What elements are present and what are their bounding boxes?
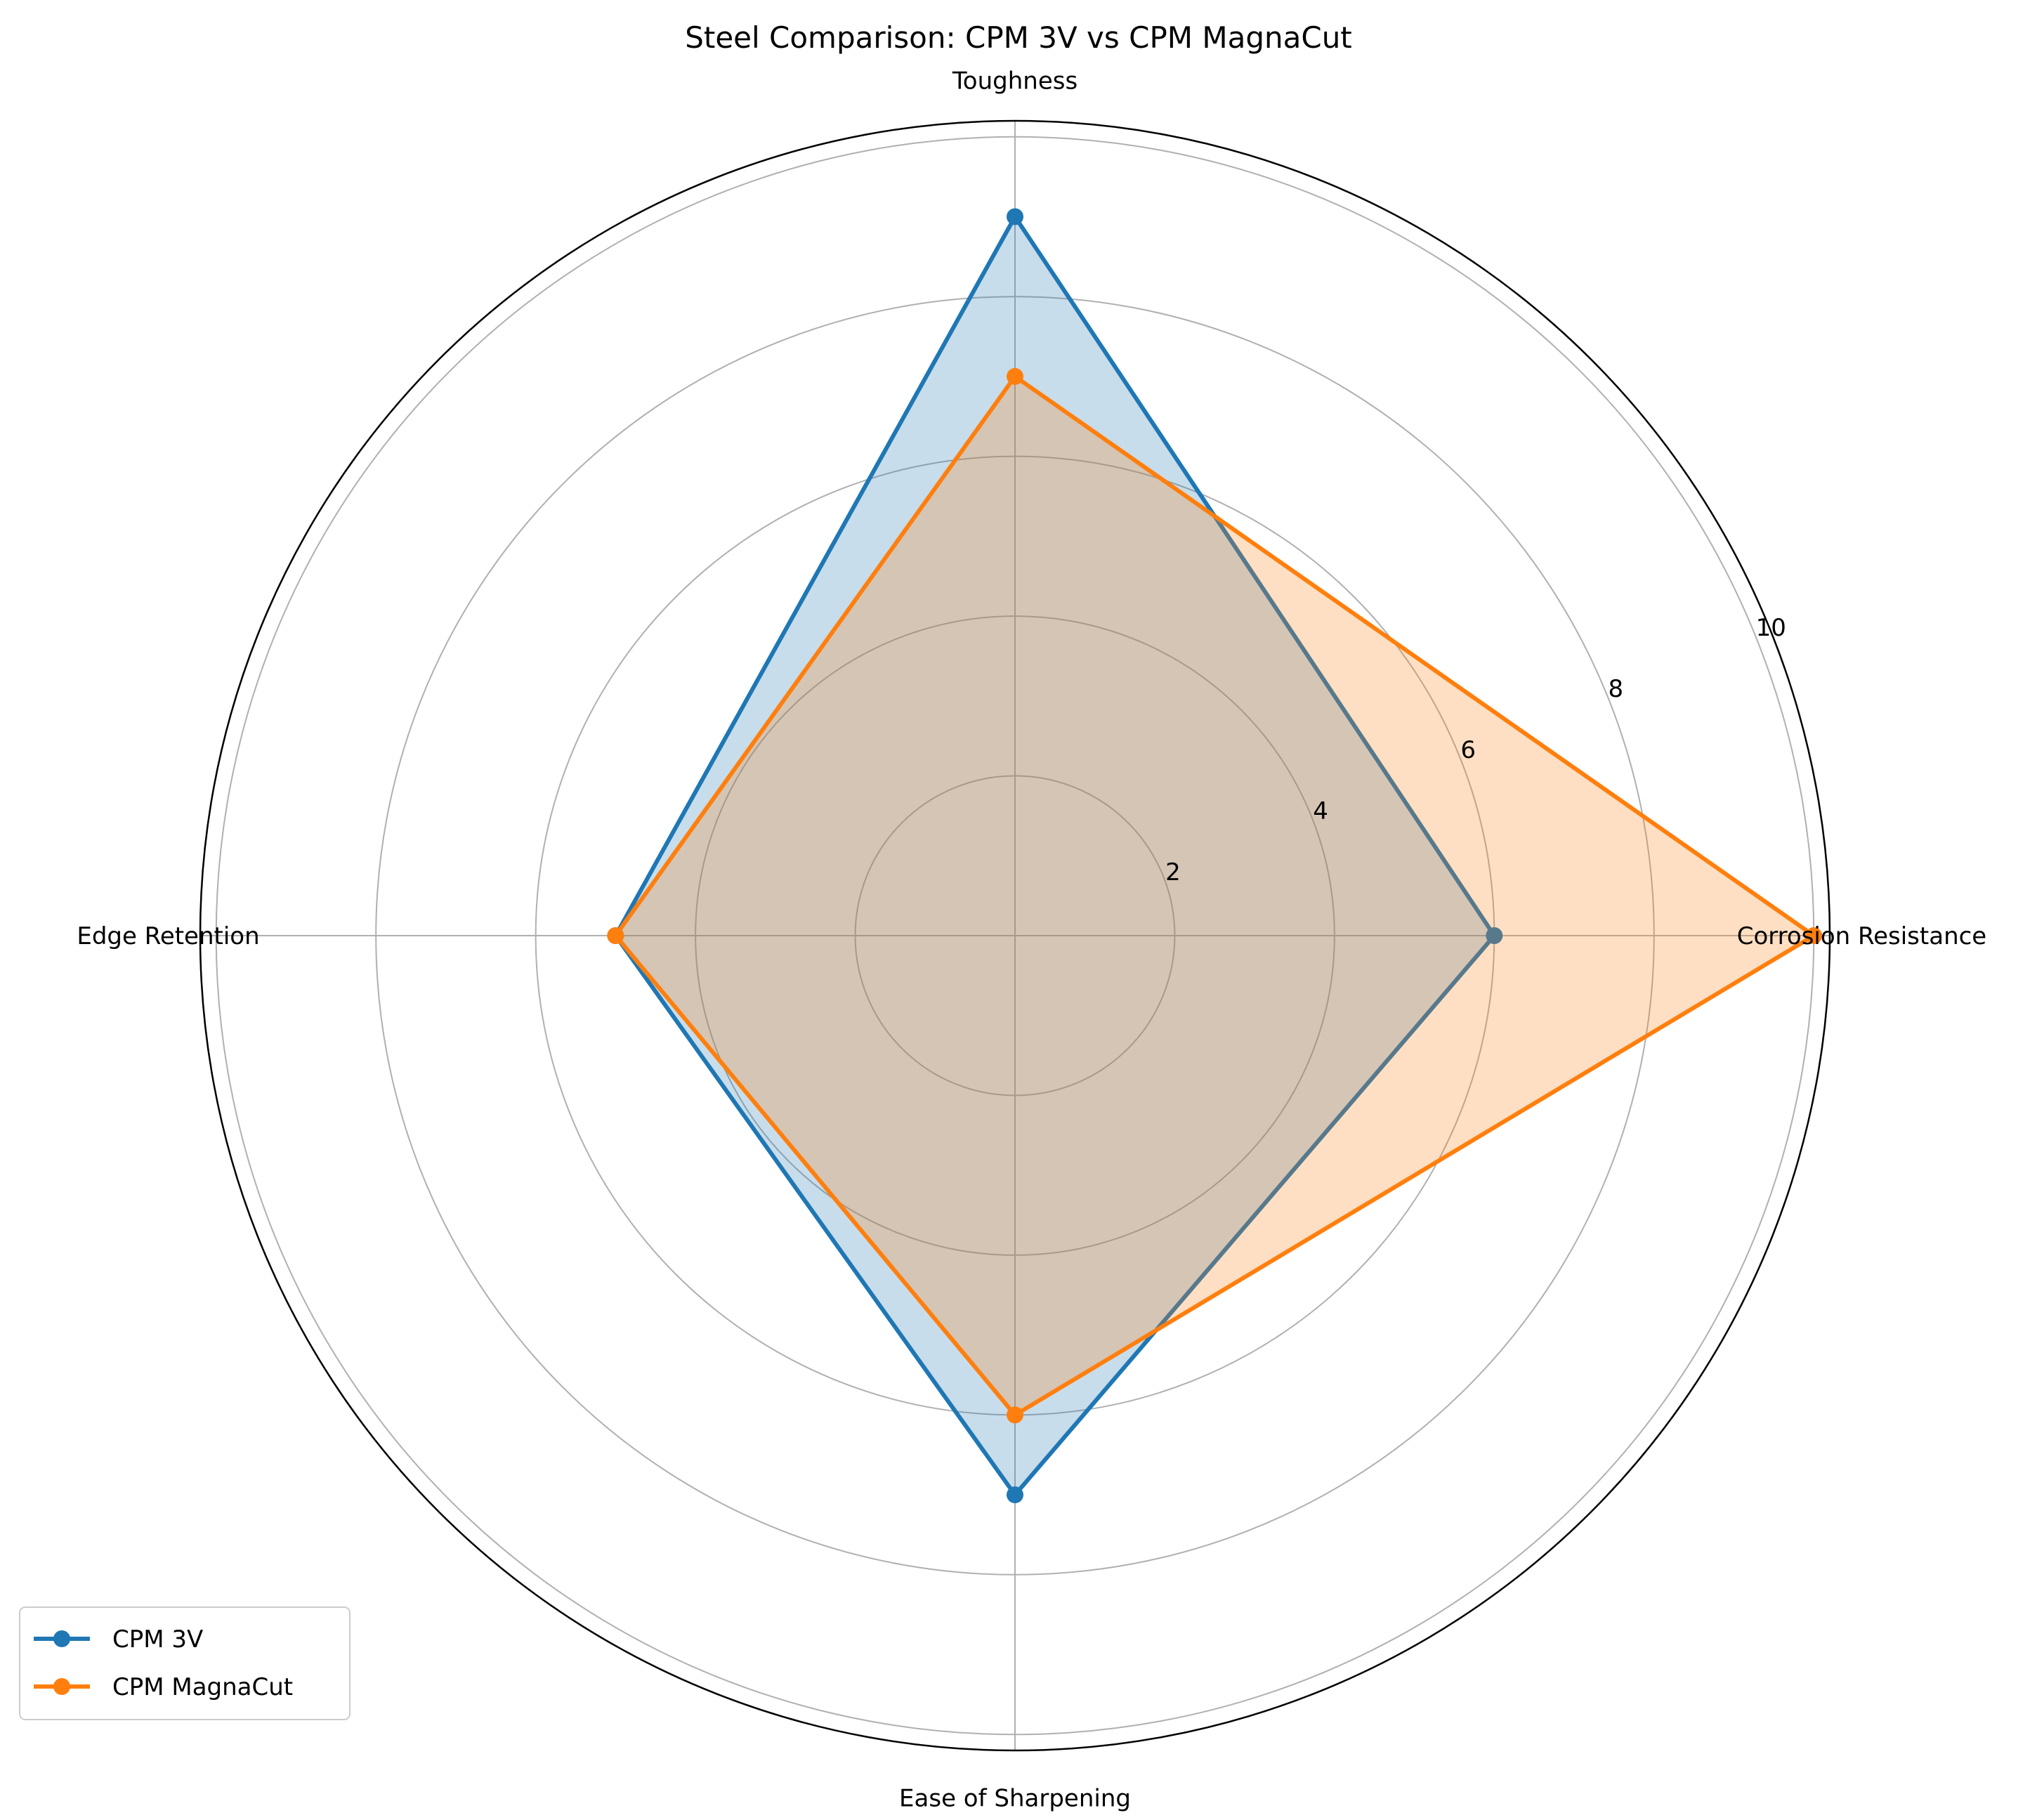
- legend-label-1: CPM MagnaCut: [112, 1673, 293, 1701]
- axis-label-0: Corrosion Resistance: [1737, 922, 1987, 950]
- data-point-1-2: [607, 927, 624, 944]
- data-point-0-0: [1486, 927, 1503, 944]
- r-tick-label-2: 2: [1165, 858, 1181, 886]
- axis-labels: 2 4 6 8 10 Corrosion Resistance Toughness Edge …: [77, 67, 1986, 1813]
- r-tick-label-6: 6: [1460, 736, 1476, 764]
- r-tick-label-10: 10: [1756, 614, 1786, 642]
- data-point-0-1: [1007, 208, 1023, 225]
- series-fill-0: [615, 216, 1495, 1495]
- legend-marker-0: [53, 1630, 70, 1647]
- r-tick-label-8: 8: [1609, 675, 1624, 703]
- series-layer: [607, 208, 1823, 1504]
- legend-label-0: CPM 3V: [112, 1625, 203, 1654]
- polar-frame: [199, 119, 1831, 1752]
- r-tick-label-4: 4: [1313, 797, 1328, 825]
- axis-label-2: Edge Retention: [77, 922, 259, 950]
- data-point-1-3: [1007, 1406, 1023, 1424]
- data-point-1-1: [1007, 367, 1023, 385]
- polar-grid: [199, 119, 1831, 1752]
- legend-frame: [19, 1606, 351, 1720]
- axis-label-1: Toughness: [952, 67, 1078, 96]
- data-point-0-3: [1007, 1486, 1023, 1504]
- series-fill-1: [615, 376, 1814, 1415]
- chart-title: Steel Comparison: CPM 3V vs CPM MagnaCut: [685, 20, 1352, 55]
- legend-items: CPM 3V CPM MagnaCut: [34, 1625, 293, 1701]
- axis-label-3: Ease of Sharpening: [899, 1784, 1131, 1812]
- legend-marker-1: [53, 1678, 70, 1695]
- legend: CPM 3V CPM MagnaCut: [19, 1606, 351, 1720]
- data-point-1-0: [1805, 927, 1823, 944]
